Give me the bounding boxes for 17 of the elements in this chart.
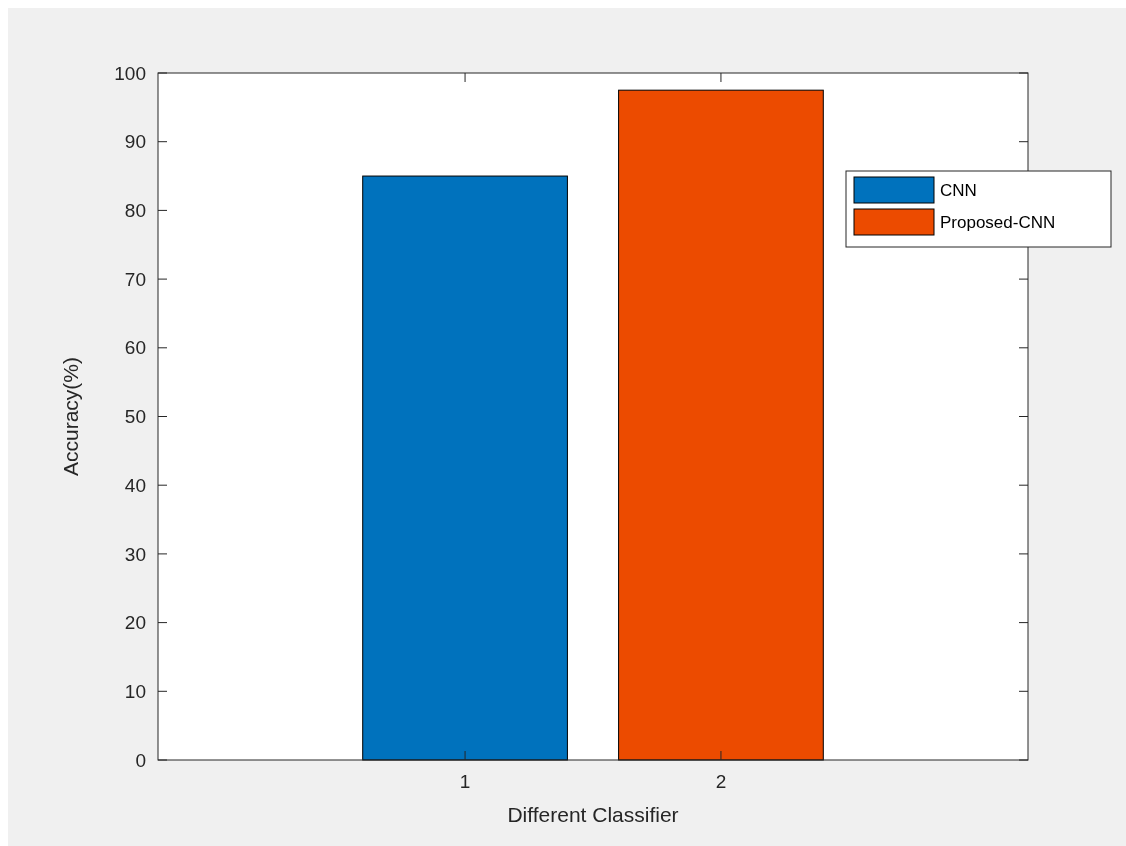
y-tick-label: 0 xyxy=(135,749,146,771)
x-axis-title: Different Classifier xyxy=(507,803,679,826)
y-tick-label: 80 xyxy=(124,200,146,222)
y-tick-label: 20 xyxy=(124,612,146,634)
y-tick-label: 50 xyxy=(124,406,146,428)
y-tick-label: 30 xyxy=(124,543,146,565)
y-tick-label: 40 xyxy=(124,474,146,496)
x-tick-label: 1 xyxy=(459,771,471,792)
x-tick-label: 2 xyxy=(715,771,727,792)
y-tick-label: 70 xyxy=(124,268,146,290)
y-axis-title: Accuracy(%) xyxy=(59,356,82,477)
legend-label: Proposed-CNN xyxy=(940,212,1056,232)
legend-label: CNN xyxy=(940,180,977,200)
y-tick-label: 90 xyxy=(124,131,146,153)
y-tick-label: 60 xyxy=(124,337,146,359)
y-tick-label: 10 xyxy=(124,680,146,702)
y-tick-label: 100 xyxy=(114,62,146,84)
